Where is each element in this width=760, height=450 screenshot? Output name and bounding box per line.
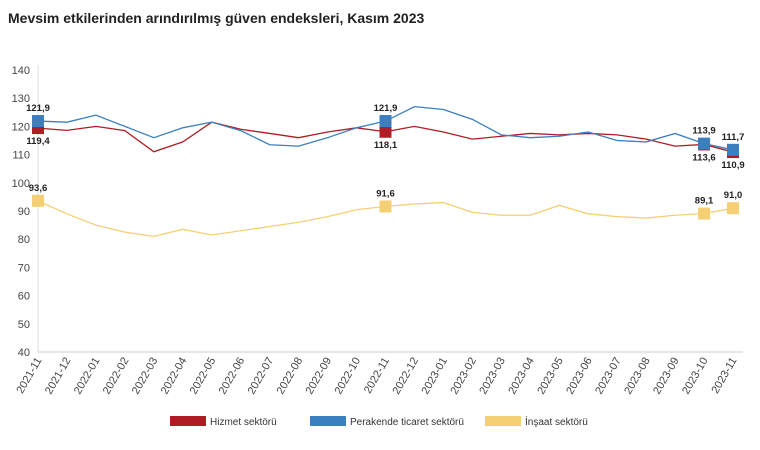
legend-label: Perakende ticaret sektörü (350, 417, 464, 428)
data-marker (379, 200, 392, 213)
data-marker (698, 207, 711, 220)
x-tick-label: 2023-05 (535, 356, 566, 397)
x-tick-label: 2022-06 (217, 356, 248, 397)
x-tick-label: 2022-08 (275, 356, 306, 397)
legend-swatch (485, 416, 521, 426)
x-tick-label: 2022-03 (130, 356, 161, 397)
x-tick-label: 2022-07 (246, 356, 277, 397)
chart-title: Mevsim etkilerinden arındırılmış güven e… (8, 10, 425, 26)
data-label: 91,0 (724, 190, 743, 201)
data-label: 110,9 (721, 160, 744, 171)
y-tick-label: 60 (18, 291, 30, 303)
x-tick-label: 2022-10 (333, 356, 364, 397)
x-tick-label: 2022-09 (304, 356, 335, 397)
x-tick-label: 2021-12 (43, 356, 74, 397)
legend-swatch (170, 416, 206, 426)
data-marker (698, 137, 711, 150)
data-label: 118,1 (374, 140, 398, 151)
data-marker (727, 143, 739, 156)
data-marker (727, 202, 739, 215)
y-tick-label: 120 (12, 121, 30, 133)
data-label: 113,6 (692, 152, 715, 163)
y-tick-label: 80 (18, 234, 30, 246)
x-tick-label: 2023-08 (622, 356, 653, 397)
x-tick-label: 2022-11 (362, 356, 392, 396)
x-tick-label: 2022-05 (188, 356, 219, 397)
x-tick-label: 2022-01 (72, 356, 103, 397)
data-label: 89,1 (695, 196, 714, 207)
data-label: 111,7 (722, 132, 745, 143)
y-tick-label: 70 (18, 262, 30, 274)
x-tick-label: 2023-06 (564, 356, 595, 397)
y-tick-label: 110 (12, 150, 30, 162)
x-tick-label: 2023-03 (477, 356, 508, 397)
data-label: 121,9 (374, 103, 398, 114)
y-tick-label: 140 (12, 65, 30, 77)
data-label: 93,6 (29, 183, 48, 194)
x-tick-label: 2023-10 (680, 356, 711, 397)
y-tick-label: 50 (18, 319, 30, 331)
y-tick-label: 100 (12, 178, 30, 190)
x-tick-label: 2023-11 (709, 356, 739, 396)
data-marker (32, 115, 44, 128)
y-tick-label: 130 (12, 93, 30, 105)
data-marker (32, 194, 44, 207)
x-tick-label: 2023-01 (419, 356, 450, 397)
data-label: 91,6 (376, 188, 395, 199)
y-tick-label: 40 (18, 347, 30, 359)
x-tick-label: 2023-04 (506, 356, 537, 397)
x-tick-label: 2022-04 (159, 356, 190, 397)
data-label: 119,4 (26, 136, 50, 147)
data-marker (379, 115, 392, 128)
x-tick-label: 2021-11 (14, 356, 44, 396)
y-tick-label: 90 (18, 206, 30, 218)
legend-swatch (310, 416, 346, 426)
x-tick-label: 2023-07 (593, 356, 624, 397)
x-tick-label: 2022-12 (390, 356, 421, 397)
data-label: 113,9 (692, 126, 715, 137)
legend-label: İnşaat sektörü (525, 415, 588, 428)
x-tick-label: 2023-02 (448, 356, 479, 397)
legend-label: Hizmet sektörü (210, 417, 277, 428)
x-tick-label: 2023-09 (651, 356, 682, 397)
data-label: 121,9 (26, 103, 50, 114)
data-marker (379, 125, 392, 138)
x-tick-label: 2022-02 (101, 356, 132, 397)
